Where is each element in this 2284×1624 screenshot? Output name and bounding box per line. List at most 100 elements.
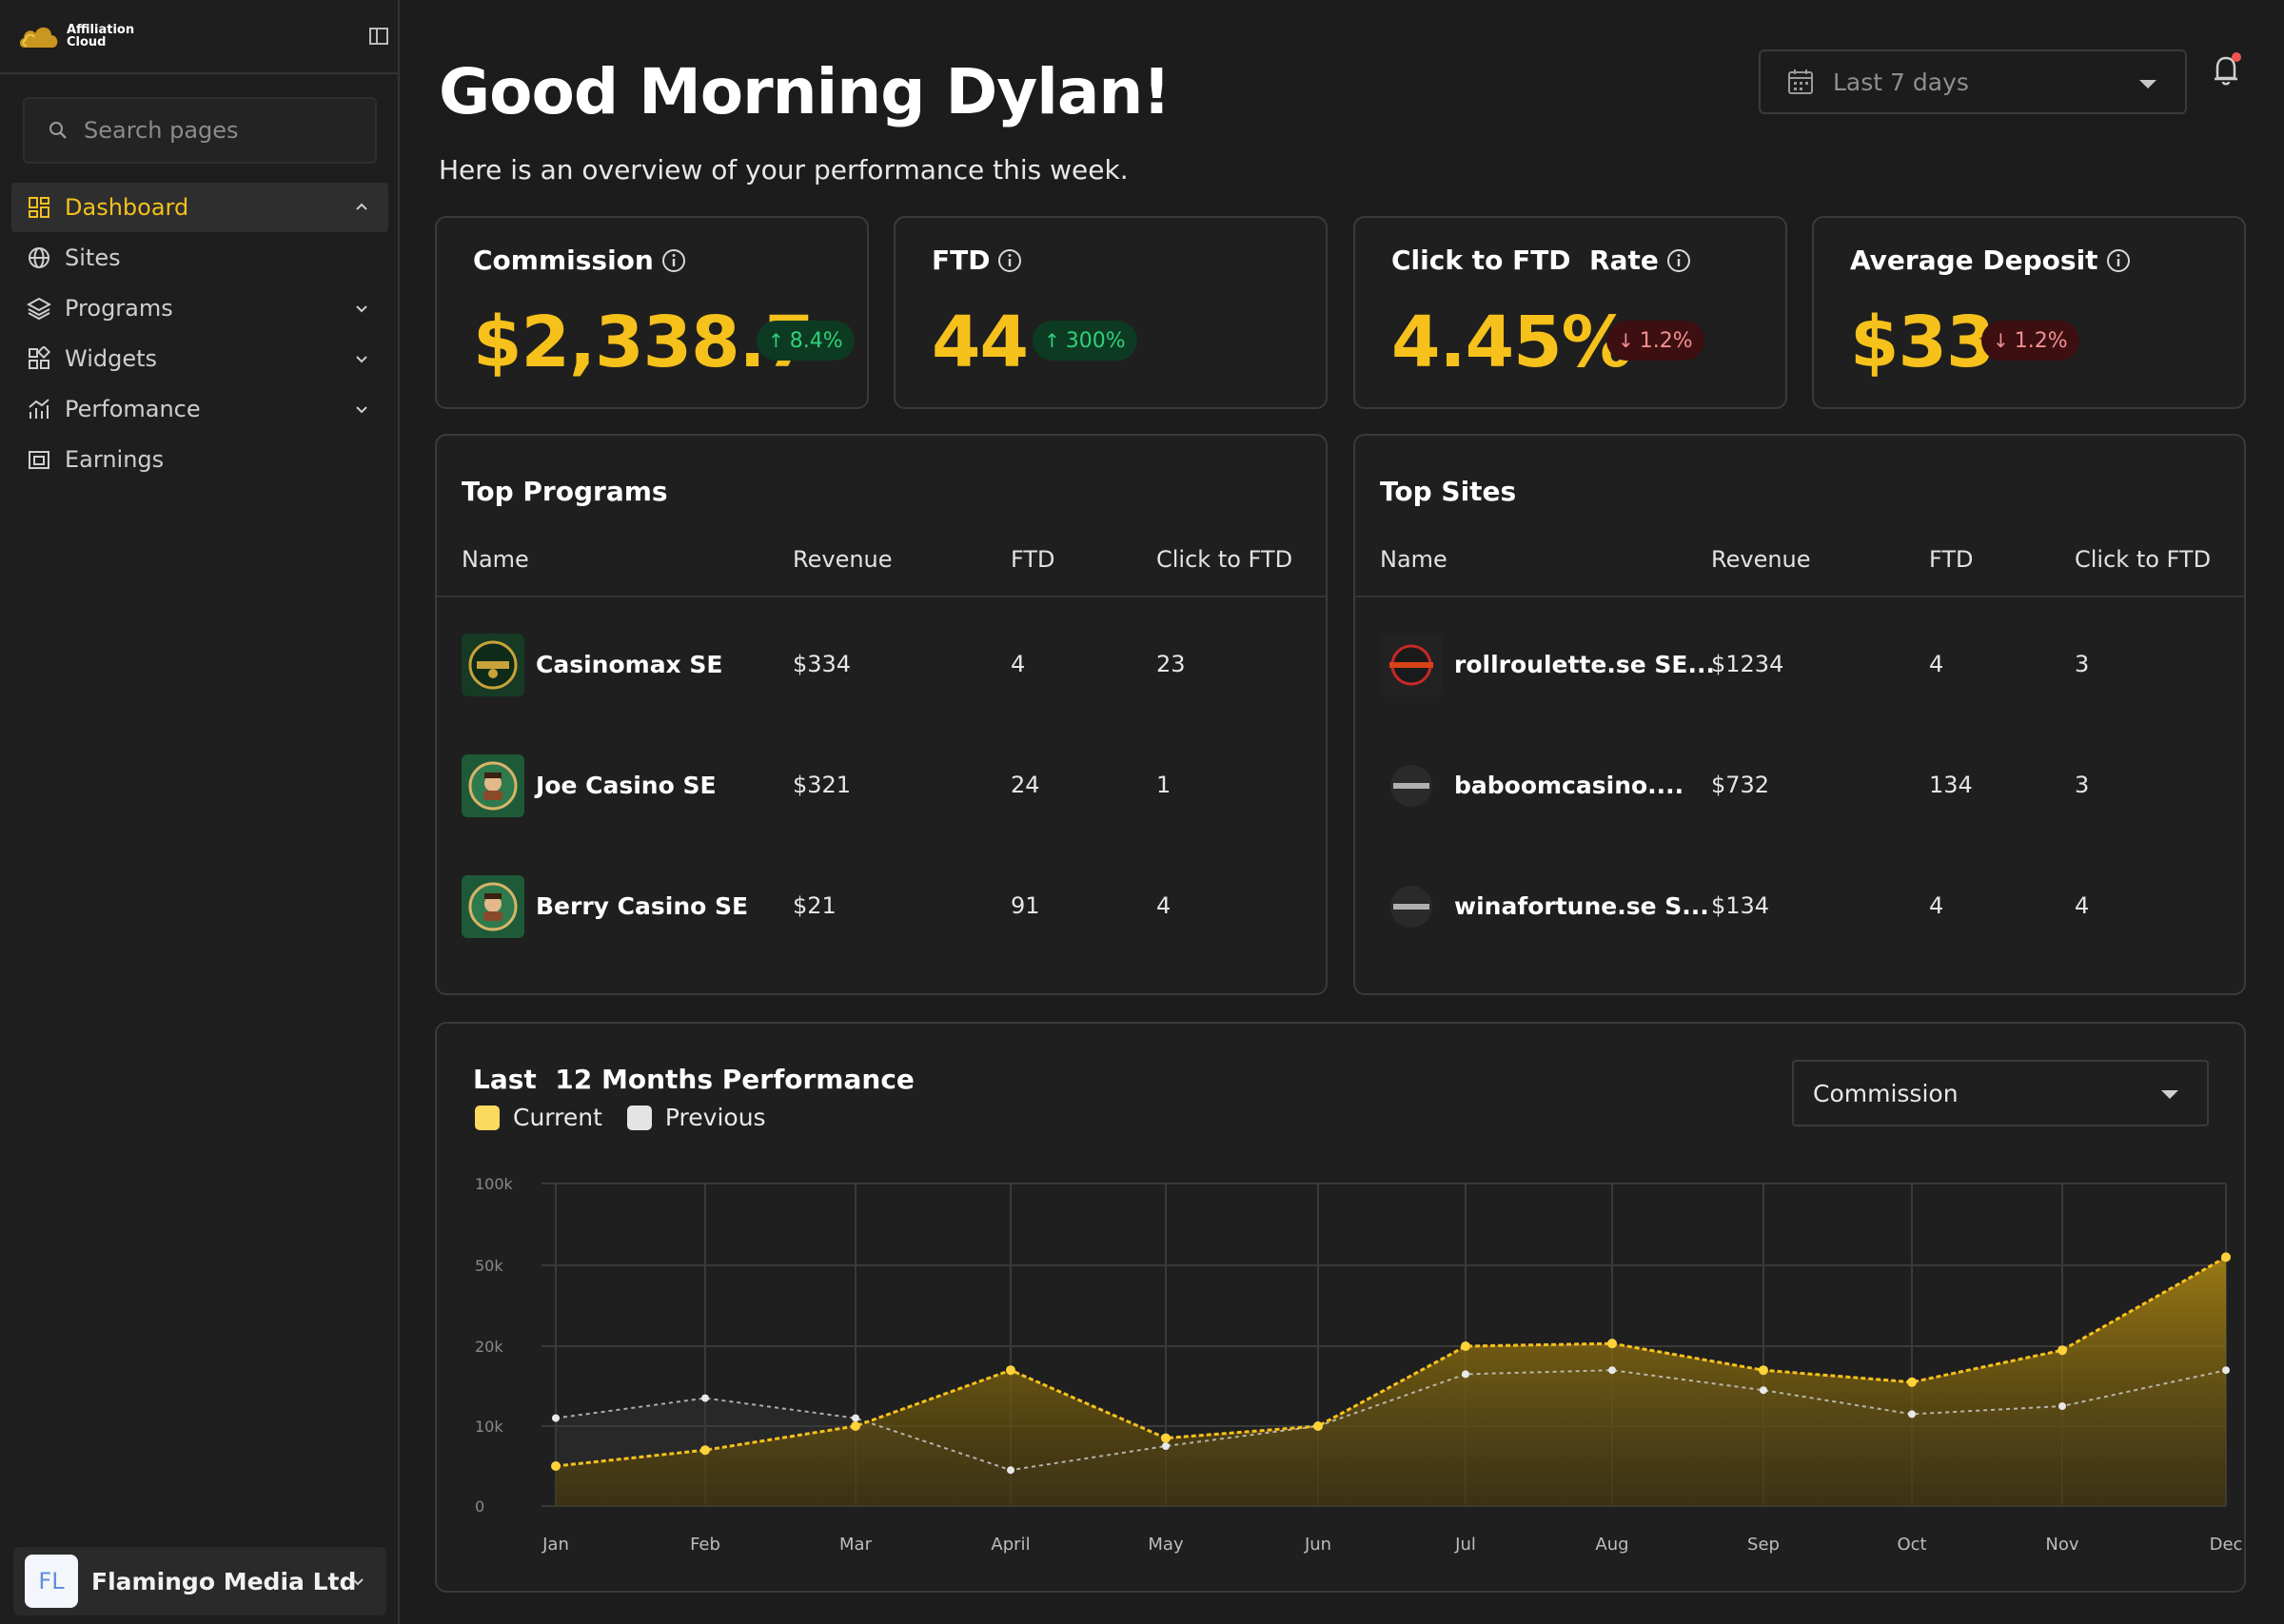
x-tick-label: Oct [1897,1535,1926,1555]
y-tick-label: 0 [475,1497,484,1516]
table-row[interactable]: Casinomax SE $334 4 23 [437,630,1326,698]
arrow-down-icon: ↓ [1618,329,1634,352]
x-tick-label: Jan [541,1535,569,1555]
ftd-cell: 4 [1011,651,1026,677]
x-tick-label: Dec [2210,1535,2243,1555]
previous-series-point [1007,1466,1014,1475]
click-to-ftd-cell: 3 [2075,772,2090,798]
info-icon[interactable] [2106,248,2131,273]
current-series-point [851,1421,860,1431]
table-row[interactable]: baboomcasino.... $732 134 3 [1355,751,2244,819]
legend-swatch-current [475,1105,500,1130]
card-title: Top Programs [462,476,668,507]
table-row[interactable]: winafortune.se S... $134 4 4 [1355,871,2244,940]
search-input[interactable]: Search pages [23,97,377,164]
y-tick-label: 20k [475,1338,503,1356]
sidebar-item-label: Perfomance [65,396,201,422]
site-name: baboomcasino.... [1454,772,1684,799]
search-icon [46,118,70,143]
sidebar-item-widgets[interactable]: Widgets [11,334,388,383]
x-tick-label: Mar [839,1535,873,1555]
revenue-cell: $134 [1711,892,1770,919]
previous-series-point [1608,1366,1616,1375]
change-value: 8.4% [789,328,843,353]
kpi-value: $33 [1850,302,1995,383]
sidebar-item-dashboard[interactable]: Dashboard [11,183,388,232]
sidebar-item-label: Widgets [65,345,158,372]
sidebar-nav: Dashboard Sites Programs Widgets [11,183,388,485]
caret-down-icon [2161,1090,2178,1099]
revenue-cell: $732 [1711,772,1770,798]
kpi-title: Average Deposit [1850,245,2131,276]
date-range-value: Last 7 days [1833,68,1969,96]
kpi-value: 4.45% [1391,302,1632,383]
info-icon[interactable] [1666,248,1691,273]
previous-series-point [1462,1370,1469,1379]
current-series-point [1461,1341,1470,1351]
click-to-ftd-cell: 3 [2075,651,2090,677]
column-header-revenue: Revenue [793,546,893,573]
change-value: 300% [1065,328,1126,353]
metric-select[interactable]: Commission [1792,1060,2209,1126]
previous-series-point [2222,1366,2230,1375]
change-value: 1.2% [1639,328,1693,353]
top-sites-card: Top Sites Name Revenue FTD Click to FTD … [1353,434,2246,995]
sidebar-item-sites[interactable]: Sites [11,233,388,283]
kpi-value: 44 [932,302,1029,383]
legend-label: Previous [664,1104,766,1131]
x-tick-label: Nov [2045,1535,2078,1555]
legend-label: Current [513,1104,602,1131]
ftd-cell: 24 [1011,772,1040,798]
change-badge: ↑ 8.4% [757,321,855,361]
chevron-down-icon [350,297,373,320]
search-placeholder: Search pages [84,117,239,144]
current-series-point [1313,1421,1323,1431]
site-logo-icon [1380,875,1443,938]
y-tick-label: 50k [475,1257,503,1275]
table-row[interactable]: rollroulette.se SE... $1234 4 3 [1355,630,2244,698]
ftd-cell: 4 [1929,892,1944,919]
info-icon[interactable] [997,248,1022,273]
column-header-ftd: FTD [1929,546,1974,573]
previous-series-point [1908,1410,1916,1419]
column-header-name: Name [462,546,529,573]
site-logo-icon [1380,754,1443,817]
globe-icon [27,245,51,270]
account-switcher[interactable]: FL Flamingo Media Ltd [13,1547,386,1615]
revenue-cell: $21 [793,892,837,919]
layers-icon [26,296,52,321]
ftd-cell: 134 [1929,772,1973,798]
change-badge: ↓ 1.2% [1981,321,2079,361]
account-name: Flamingo Media Ltd [91,1567,357,1595]
program-name: Casinomax SE [536,651,723,678]
chart-title: Last 12 Months Performance [473,1064,915,1095]
kpi-title-text: Click to FTD Rate [1391,245,1659,276]
legend-previous[interactable]: Previous [626,1104,766,1131]
arrow-up-icon: ↑ [768,329,784,352]
x-tick-label: May [1148,1535,1184,1555]
sidebar-item-programs[interactable]: Programs [11,284,388,333]
revenue-cell: $334 [793,651,852,677]
performance-chart: 100k 50k 20k 10k 0 Jan Feb Mar April May Jun Jul Aug… [475,1175,2243,1555]
table-row[interactable]: Berry Casino SE $21 91 4 [437,871,1326,940]
info-icon[interactable] [661,248,686,273]
kpi-title-text: Average Deposit [1850,245,2098,276]
current-series-area [556,1257,2226,1506]
chart-legend: Current Previous [475,1104,791,1131]
legend-current[interactable]: Current [475,1104,602,1131]
cloud-logo-icon [17,21,61,51]
table-row[interactable]: Joe Casino SE $321 24 1 [437,751,1326,819]
date-range-select[interactable]: Last 7 days [1759,49,2187,114]
column-header-ftd: FTD [1011,546,1055,573]
sidebar-item-earnings[interactable]: Earnings [11,435,388,484]
notification-bell-icon[interactable] [2210,51,2244,89]
sidebar-toggle-icon[interactable] [367,25,390,48]
sidebar-item-performance[interactable]: Perfomance [11,384,388,434]
kpi-title-text: FTD [932,245,991,276]
program-logo-icon [462,875,524,938]
change-badge: ↓ 1.2% [1606,321,1704,361]
ftd-cell: 4 [1929,651,1944,677]
chevron-down-icon [350,398,373,421]
x-tick-label: Jun [1304,1535,1331,1555]
grid-icon [27,195,51,220]
